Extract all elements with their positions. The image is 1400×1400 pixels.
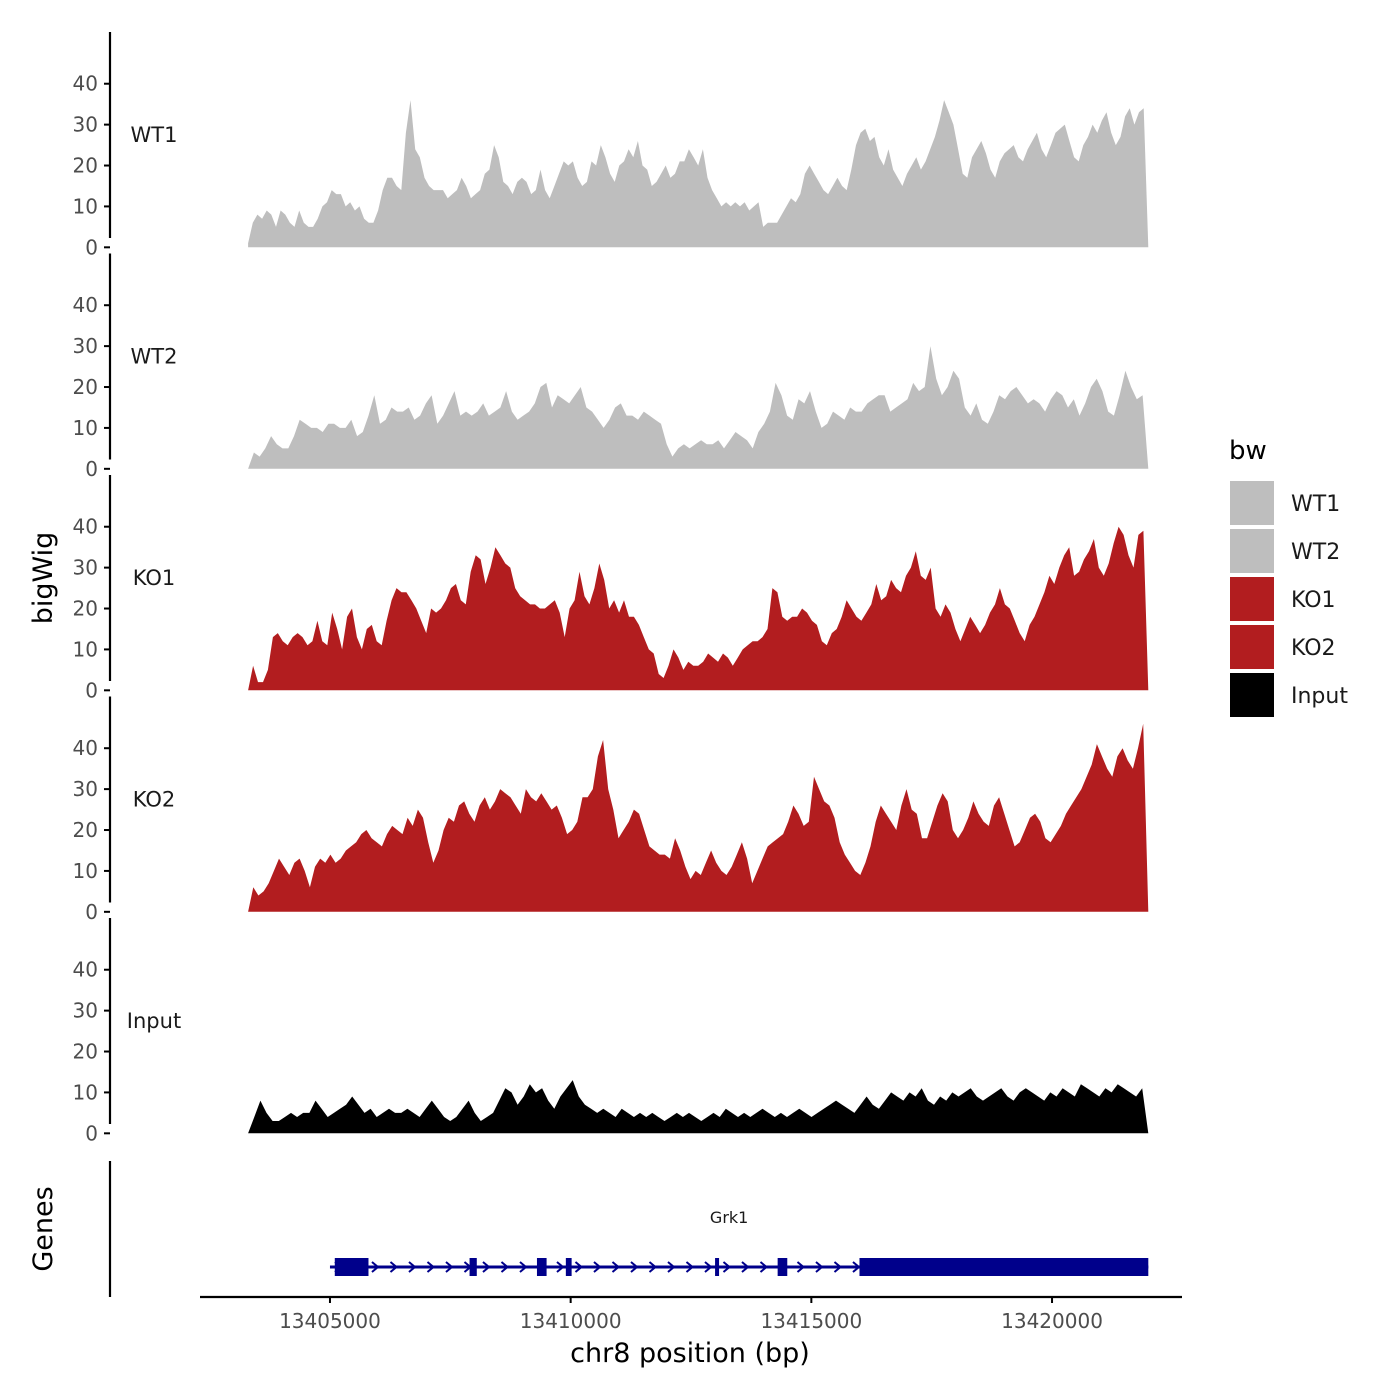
y-tick-label: 30: [73, 777, 98, 801]
y-tick-label: 10: [73, 637, 98, 661]
legend-label-wt1: WT1: [1291, 492, 1340, 517]
strand-arrow: [648, 1261, 658, 1273]
y-tick-label: 20: [73, 818, 98, 842]
legend-swatch-ko2: [1230, 625, 1274, 669]
y-tick-label: 10: [73, 859, 98, 883]
x-axis: 13405000 13410000 13415000 13420000: [200, 1295, 1182, 1333]
y-tick-label: 20: [73, 375, 98, 399]
x-axis-title: chr8 position (bp): [570, 1338, 810, 1369]
coverage-area-wt2: [248, 346, 1149, 469]
track-wt2: 0 10 20 30 40 WT2: [73, 253, 1149, 481]
track-input: 0 10 20 30 40 Input: [73, 918, 1149, 1145]
legend-swatch-wt1: [1230, 481, 1274, 525]
strand-arrow: [482, 1261, 491, 1273]
strand-arrow: [667, 1261, 676, 1273]
x-tick-label: 13420000: [1001, 1309, 1103, 1333]
y-tick-label: 10: [73, 194, 98, 218]
strand-arrow: [833, 1261, 843, 1273]
strand-arrow: [630, 1261, 639, 1273]
x-tick-label: 13405000: [279, 1309, 381, 1333]
strand-arrow: [796, 1261, 806, 1273]
strand-arrow: [408, 1261, 417, 1273]
strand-arrow: [500, 1261, 510, 1273]
legend-swatch-ko1: [1230, 577, 1274, 621]
coverage-area-input: [248, 1080, 1149, 1134]
track-label: Input: [127, 1009, 181, 1033]
legend-swatch-wt2: [1230, 529, 1274, 573]
strand-arrow: [389, 1261, 399, 1273]
gene-name-label: Grk1: [710, 1208, 748, 1227]
y-tick-label: 30: [73, 999, 98, 1023]
gene-exon: [565, 1258, 572, 1276]
track-label: KO2: [133, 788, 176, 812]
strand-arrow: [685, 1261, 695, 1273]
strand-arrow: [611, 1261, 621, 1273]
track-ko1: 0 10 20 30 40 KO1: [73, 475, 1149, 702]
track-label: WT2: [131, 345, 178, 369]
coverage-area-wt1: [248, 100, 1149, 248]
y-axis-title: bigWig: [28, 532, 59, 625]
gene-track-panel: Grk1: [108, 1161, 1149, 1297]
strand-arrow: [704, 1261, 713, 1273]
y-tick-label: 0: [85, 900, 98, 924]
strand-arrow: [574, 1261, 584, 1273]
y-tick-label: 30: [73, 556, 98, 580]
coverage-area-ko1: [248, 526, 1149, 691]
legend-swatch-input: [1230, 673, 1274, 717]
y-tick-label: 30: [73, 334, 98, 358]
y-tick-label: 0: [85, 1121, 98, 1145]
legend-label-wt2: WT2: [1291, 540, 1340, 565]
strand-arrow: [741, 1261, 750, 1273]
y-tick-label: 10: [73, 416, 98, 440]
gene-exon: [715, 1258, 720, 1276]
coverage-area-ko2: [248, 723, 1149, 912]
y-tick-label: 20: [73, 597, 98, 621]
strand-arrow: [445, 1261, 454, 1273]
strand-arrow: [852, 1261, 861, 1273]
strand-arrow: [722, 1261, 732, 1273]
y-tick-label: 0: [85, 457, 98, 481]
y-tick-label: 0: [85, 235, 98, 259]
x-tick-label: 13410000: [520, 1309, 622, 1333]
gene-exon: [469, 1258, 477, 1276]
y-tick-label: 40: [73, 736, 98, 760]
track-label: KO1: [133, 566, 176, 590]
genes-track-title: Genes: [28, 1186, 59, 1271]
strand-arrow: [371, 1261, 380, 1273]
y-tick-label: 20: [73, 154, 98, 178]
strand-arrow: [759, 1261, 769, 1273]
strand-arrow: [815, 1261, 824, 1273]
y-tick-label: 40: [73, 958, 98, 982]
y-tick-label: 30: [73, 113, 98, 137]
y-tick-label: 40: [73, 72, 98, 96]
legend-label-input: Input: [1291, 684, 1348, 709]
y-tick-label: 10: [73, 1080, 98, 1104]
gene-exon: [536, 1258, 547, 1276]
gene-exon: [777, 1258, 788, 1276]
gene-exon: [859, 1258, 1149, 1276]
y-tick-label: 40: [73, 293, 98, 317]
legend-label-ko1: KO1: [1291, 588, 1336, 613]
strand-arrow: [593, 1261, 602, 1273]
legend-label-ko2: KO2: [1291, 636, 1336, 661]
strand-arrow: [556, 1261, 565, 1273]
y-tick-label: 0: [85, 678, 98, 702]
legend-title: bw: [1229, 436, 1267, 466]
track-label: WT1: [131, 123, 178, 147]
y-tick-label: 20: [73, 1040, 98, 1064]
track-wt1: 0 10 20 30 40 WT1: [73, 32, 1149, 259]
strand-arrow: [519, 1261, 528, 1273]
x-tick-label: 13415000: [760, 1309, 862, 1333]
coverage-tracks: 0 10 20 30 40 WT1 0 10 20 30 40 WT2 0 10 20 30 40 KO1 0 10 2…: [73, 32, 1149, 1145]
y-tick-label: 40: [73, 515, 98, 539]
legend: bw WT1 WT2 KO1 KO2 Input: [1229, 436, 1348, 717]
track-ko2: 0 10 20 30 40 KO2: [73, 696, 1149, 924]
gene-exon: [334, 1258, 369, 1276]
strand-arrow: [426, 1261, 436, 1273]
